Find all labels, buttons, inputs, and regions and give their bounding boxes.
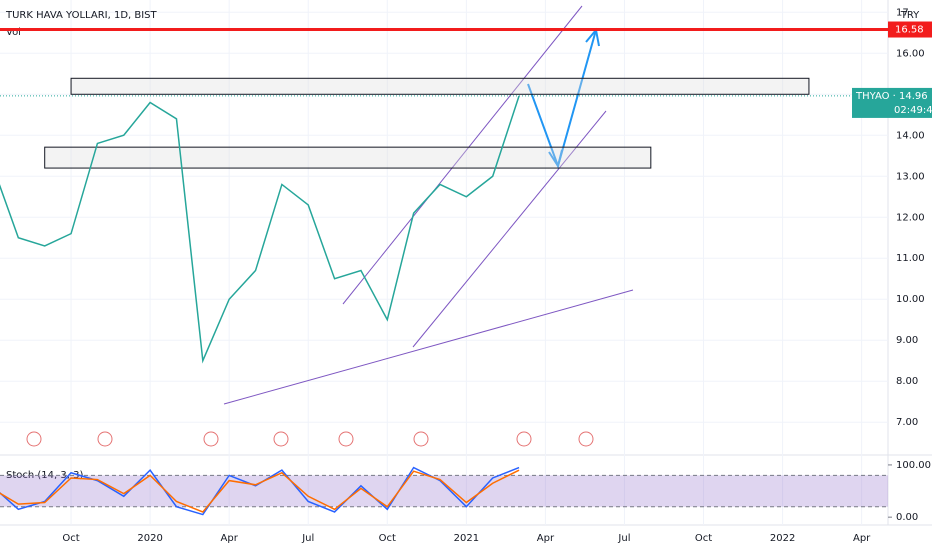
y-tick-label: 16.00 xyxy=(896,48,925,59)
trend-line xyxy=(342,5,583,305)
stoch-band xyxy=(0,475,888,507)
last-price-label: THYAO · 14.96 xyxy=(855,91,928,102)
earnings-marker xyxy=(338,431,354,447)
earnings-markers xyxy=(26,431,594,447)
target-label-bg xyxy=(888,21,932,38)
countdown: 02:49:45 xyxy=(894,105,932,116)
price-line xyxy=(0,95,520,364)
x-tick-label: Jul xyxy=(617,533,630,544)
y-tick-label: 17 xyxy=(896,7,909,18)
earnings-marker xyxy=(26,431,42,447)
trend-lines xyxy=(223,5,634,405)
price-line xyxy=(0,469,520,513)
x-tick-label: 2020 xyxy=(137,533,162,544)
earnings-marker xyxy=(413,431,429,447)
last-price-bg xyxy=(852,87,932,118)
earnings-marker xyxy=(516,431,532,447)
x-tick-label: 2021 xyxy=(454,533,479,544)
earnings-marker xyxy=(273,431,289,447)
y-tick-label: 8.00 xyxy=(896,376,918,387)
arrow-head xyxy=(548,149,563,169)
volume-label: Vol xyxy=(6,27,21,38)
target-label: 16.58 xyxy=(895,25,924,36)
x-tick-label: 2022 xyxy=(770,533,795,544)
trend-line xyxy=(412,110,607,348)
x-tick-label: Apr xyxy=(853,533,871,544)
x-tick-label: Oct xyxy=(379,533,396,544)
y-tick-label: 12.00 xyxy=(896,212,925,223)
x-tick-label: Jul xyxy=(301,533,314,544)
earnings-marker xyxy=(97,431,113,447)
trend-line xyxy=(223,289,634,405)
y-tick-label: 0.00 xyxy=(896,512,918,523)
earnings-marker xyxy=(203,431,219,447)
y-tick-label: 9.00 xyxy=(896,335,918,346)
x-tick-label: Oct xyxy=(695,533,712,544)
x-tick-label: Apr xyxy=(221,533,239,544)
chart-title: TURK HAVA YOLLARI, 1D, BIST xyxy=(5,10,158,21)
y-tick-label: 13.00 xyxy=(896,171,925,182)
y-tick-label: 7.00 xyxy=(896,417,918,428)
zone xyxy=(70,77,810,95)
y-tick-label: 14.00 xyxy=(896,130,925,141)
x-tick-label: Apr xyxy=(537,533,555,544)
y-tick-label: 100.00 xyxy=(896,460,931,471)
x-tick-label: Oct xyxy=(62,533,79,544)
y-tick-label: 10.00 xyxy=(896,294,925,305)
zone xyxy=(44,146,652,169)
y-tick-label: 11.00 xyxy=(896,253,925,264)
currency[interactable]: TRY xyxy=(900,10,920,21)
earnings-marker xyxy=(578,431,594,447)
